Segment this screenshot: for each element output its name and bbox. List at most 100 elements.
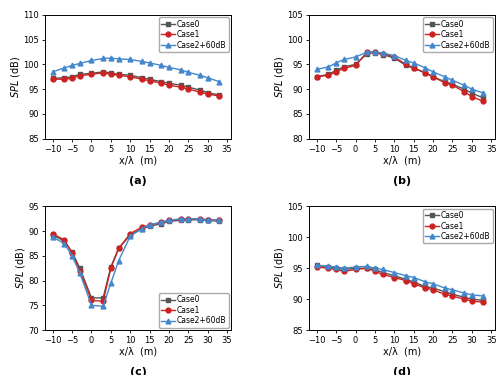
Case0 [372, 267, 378, 272]
Case2+60dB [216, 80, 222, 84]
Case0 [422, 285, 428, 289]
Case1 [333, 267, 339, 272]
Case0 [100, 296, 106, 300]
Case2+60dB [108, 56, 114, 60]
Case2+60dB [442, 75, 448, 79]
Case2+60dB [69, 63, 75, 68]
Case2+60dB [380, 51, 386, 55]
Case0 [62, 75, 68, 80]
Case0 [352, 62, 358, 67]
Case0 [166, 219, 172, 224]
Case0 [380, 52, 386, 57]
X-axis label: x/λ  (m): x/λ (m) [119, 346, 157, 357]
Case2+60dB [100, 56, 106, 61]
Case2+60dB [69, 254, 75, 258]
Case1 [422, 286, 428, 290]
Case0 [69, 75, 75, 79]
Case1 [158, 81, 164, 86]
Case1 [364, 50, 370, 54]
Case1 [314, 75, 320, 79]
Case1 [364, 266, 370, 270]
Case2+60dB [450, 78, 456, 82]
Line: Case2+60dB: Case2+60dB [50, 216, 222, 309]
Case1 [380, 51, 386, 56]
Case0 [178, 218, 184, 222]
Case0 [88, 71, 94, 75]
Case0 [403, 63, 409, 68]
Case0 [341, 64, 347, 69]
Case1 [127, 231, 133, 236]
Case0 [100, 70, 106, 74]
Case1 [392, 275, 398, 280]
Case2+60dB [333, 61, 339, 65]
Case1 [430, 75, 436, 79]
Line: Case1: Case1 [314, 265, 486, 305]
Case1 [341, 66, 347, 70]
Case0 [326, 72, 332, 76]
Case1 [450, 83, 456, 87]
Case0 [333, 266, 339, 270]
Case2+60dB [392, 270, 398, 275]
Case1 [166, 218, 172, 222]
Case0 [469, 297, 475, 302]
Line: Case2+60dB: Case2+60dB [50, 56, 222, 84]
Case1 [372, 50, 378, 54]
Case2+60dB [139, 226, 145, 231]
Case1 [480, 99, 486, 104]
Case1 [108, 266, 114, 270]
Case2+60dB [480, 91, 486, 95]
Case0 [372, 50, 378, 55]
Case1 [204, 92, 210, 96]
Case2+60dB [88, 58, 94, 63]
Case1 [146, 78, 152, 83]
Case2+60dB [469, 292, 475, 297]
Case2+60dB [352, 55, 358, 59]
Case0 [480, 298, 486, 303]
Case1 [216, 94, 222, 98]
Case0 [352, 266, 358, 270]
Case2+60dB [127, 57, 133, 62]
Text: (d): (d) [393, 367, 411, 375]
Case1 [50, 77, 56, 81]
Case2+60dB [88, 303, 94, 307]
Line: Case0: Case0 [314, 263, 486, 303]
Case2+60dB [410, 61, 416, 65]
Case0 [442, 80, 448, 84]
Case1 [410, 66, 416, 70]
Case0 [204, 218, 210, 222]
Case0 [186, 85, 192, 89]
Legend: Case0, Case1, Case2+60dB: Case0, Case1, Case2+60dB [158, 293, 228, 328]
Case1 [62, 238, 68, 242]
Case1 [178, 217, 184, 222]
Case1 [410, 281, 416, 286]
Case2+60dB [77, 271, 83, 275]
Case1 [127, 75, 133, 79]
Case0 [139, 75, 145, 80]
Case2+60dB [410, 275, 416, 280]
X-axis label: x/λ  (m): x/λ (m) [119, 155, 157, 165]
X-axis label: x/λ  (m): x/λ (m) [383, 155, 421, 165]
Case2+60dB [442, 286, 448, 290]
Case1 [186, 217, 192, 222]
Case2+60dB [392, 53, 398, 58]
Case2+60dB [314, 263, 320, 267]
Case1 [166, 83, 172, 87]
Case2+60dB [372, 266, 378, 270]
Case1 [139, 77, 145, 81]
Case0 [469, 91, 475, 95]
Case0 [442, 290, 448, 294]
Case2+60dB [108, 281, 114, 285]
Case1 [50, 231, 56, 236]
Case0 [450, 82, 456, 86]
Case0 [69, 250, 75, 254]
Case2+60dB [326, 64, 332, 69]
Case0 [77, 72, 83, 76]
Case1 [158, 220, 164, 225]
Case0 [197, 217, 203, 222]
Y-axis label: $\mathit{SPL}$ (dB): $\mathit{SPL}$ (dB) [14, 247, 26, 290]
Case1 [469, 94, 475, 99]
Case0 [364, 51, 370, 56]
Case2+60dB [364, 264, 370, 268]
Case2+60dB [461, 291, 467, 295]
Case0 [403, 277, 409, 282]
